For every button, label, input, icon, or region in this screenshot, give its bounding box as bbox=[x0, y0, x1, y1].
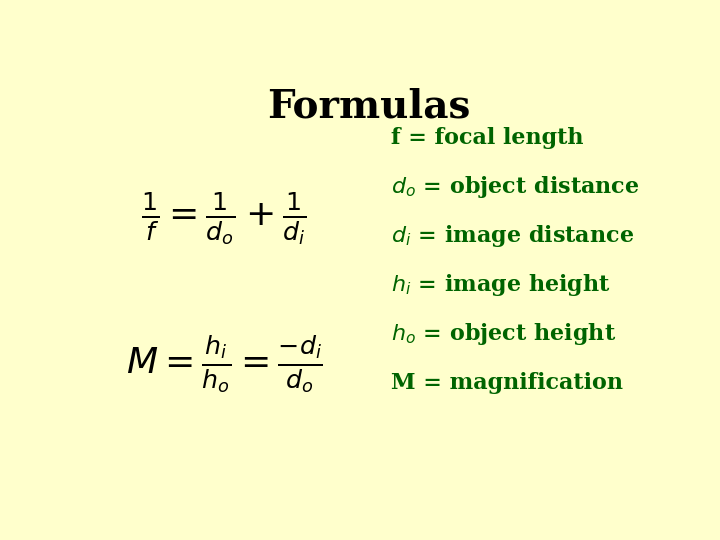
Text: f = focal length: f = focal length bbox=[392, 126, 584, 149]
Text: $d_o$ = object distance: $d_o$ = object distance bbox=[392, 174, 640, 200]
Text: $h_i$ = image height: $h_i$ = image height bbox=[392, 272, 611, 298]
Text: $d_i$ = image distance: $d_i$ = image distance bbox=[392, 222, 634, 249]
Text: $\frac{1}{f} = \frac{1}{d_o} + \frac{1}{d_i}$: $\frac{1}{f} = \frac{1}{d_o} + \frac{1}{… bbox=[141, 191, 307, 247]
Text: $M = \frac{h_i}{h_o} = \frac{-d_i}{d_o}$: $M = \frac{h_i}{h_o} = \frac{-d_i}{d_o}$ bbox=[125, 334, 323, 395]
Text: M = magnification: M = magnification bbox=[392, 372, 624, 394]
Text: Formulas: Formulas bbox=[267, 87, 471, 125]
Text: $h_o$ = object height: $h_o$ = object height bbox=[392, 321, 616, 347]
